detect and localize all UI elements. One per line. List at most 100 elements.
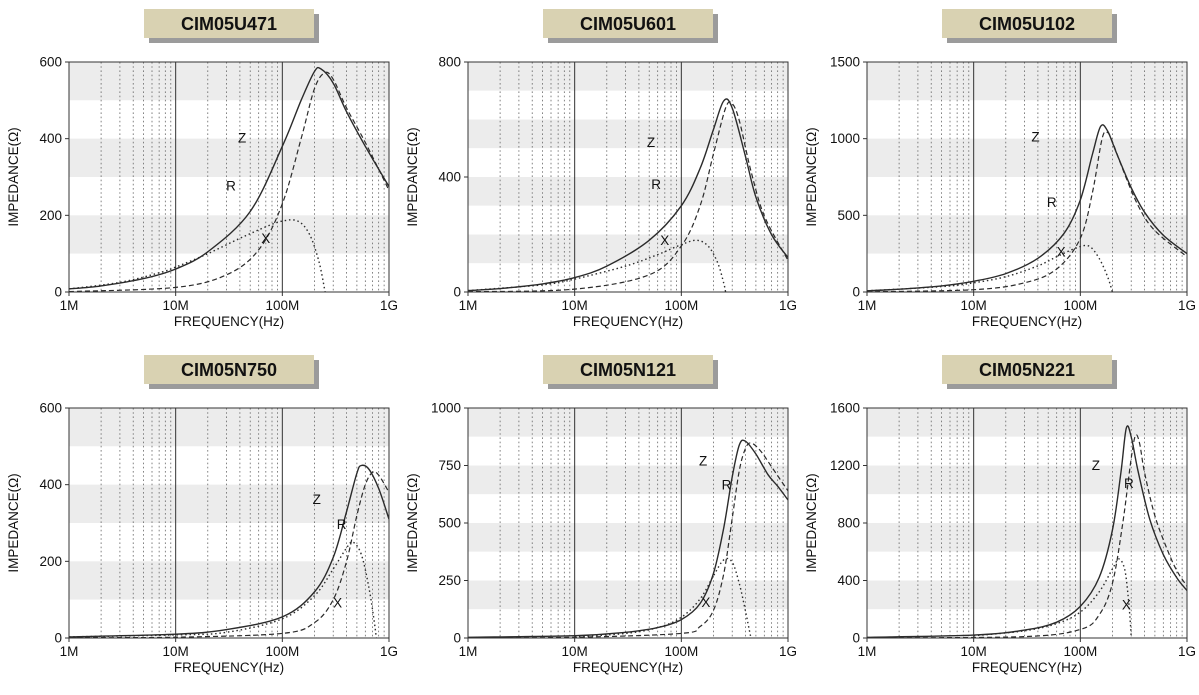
background-bands xyxy=(467,408,788,639)
plot-border xyxy=(68,407,389,639)
band xyxy=(68,446,389,485)
x-tick-label: 1G xyxy=(778,644,796,659)
gridlines xyxy=(499,408,784,639)
y-tick-label: 400 xyxy=(837,573,860,588)
y-tick-label: 500 xyxy=(837,208,860,223)
curve-label-Z: Z xyxy=(1091,458,1099,473)
band xyxy=(68,138,389,177)
curve-R xyxy=(467,442,788,639)
y-axis-label: IMPEDANCE(Ω) xyxy=(405,474,420,573)
band xyxy=(68,484,389,524)
y-axis-label: IMPEDANCE(Ω) xyxy=(804,127,819,226)
band xyxy=(866,138,1187,177)
title-badge xyxy=(542,355,713,385)
x-tick-label: 100M xyxy=(664,298,698,313)
band xyxy=(866,494,1187,524)
y-tick-label: 250 xyxy=(438,573,461,588)
curve-R xyxy=(866,434,1187,639)
band xyxy=(467,119,788,148)
x-tick-label: 100M xyxy=(265,644,299,659)
gridlines xyxy=(499,61,784,292)
band xyxy=(467,205,788,235)
x-tick-label: 100M xyxy=(1063,298,1097,313)
chart-title: CIM05N121 xyxy=(579,360,675,380)
x-tick-label: 10M xyxy=(561,644,587,659)
curve-label-R: R xyxy=(1046,195,1056,210)
impedance-chart: ZR X CIM05N121 0 250 500 750 1000 1M 10M 100M 1G IMP… xyxy=(405,355,797,675)
curve-label-Z: Z xyxy=(646,135,654,150)
chart-cell: Z R X CIM05U102 0 500 1000 1500 1M 10M 100M 1G IMPED… xyxy=(799,1,1198,348)
y-tick-label: 600 xyxy=(39,54,62,69)
band xyxy=(866,609,1187,639)
y-tick-label: 1200 xyxy=(829,458,859,473)
x-tick-label: 1M xyxy=(59,644,78,659)
title-badge xyxy=(941,8,1112,38)
curve-label-Z: Z xyxy=(238,130,246,145)
band xyxy=(467,437,788,466)
curve-label-X: X xyxy=(1121,598,1130,613)
y-tick-label: 400 xyxy=(438,169,461,184)
band xyxy=(68,61,389,101)
band xyxy=(866,437,1187,466)
curve-label-X: X xyxy=(1056,244,1065,259)
chart-cell: Z R X CIM05N121 0 250 500 750 1000 1M 10M 100M 1G IMP… xyxy=(400,348,799,695)
x-tick-label: 1G xyxy=(778,298,796,313)
gridlines xyxy=(898,408,1183,639)
y-tick-label: 0 xyxy=(852,284,860,299)
x-tick-label: 1G xyxy=(1177,298,1195,313)
y-tick-label: 500 xyxy=(438,516,461,531)
y-axis-label: IMPEDANCE(Ω) xyxy=(804,474,819,573)
y-axis-label: IMPEDANCE(Ω) xyxy=(405,127,420,226)
impedance-chart: Z R X CIM05N221 0 400 800 1200 1600 1M 10M 100M 1G IM… xyxy=(804,355,1196,675)
band xyxy=(467,494,788,524)
curve-R xyxy=(866,130,1187,292)
curve-Z xyxy=(866,425,1187,639)
chart-cell: Z R X CIM05U471 0 200 400 600 1M 10M 100M 1G IMPEDAN… xyxy=(1,1,400,348)
x-tick-label: 1G xyxy=(379,298,397,313)
band xyxy=(467,552,788,581)
title-badge xyxy=(542,8,713,38)
y-tick-label: 800 xyxy=(438,54,461,69)
y-tick-label: 1500 xyxy=(829,54,859,69)
band xyxy=(467,148,788,177)
curve-Z xyxy=(467,98,788,292)
curve-label-X: X xyxy=(701,595,710,610)
curve-label-Z: Z xyxy=(698,454,706,469)
y-tick-label: 0 xyxy=(453,284,461,299)
x-tick-label: 10M xyxy=(162,644,188,659)
curve-label-Z: Z xyxy=(312,492,320,507)
y-tick-label: 200 xyxy=(39,554,62,569)
plot-border xyxy=(68,61,389,293)
y-tick-label: 800 xyxy=(837,516,860,531)
title-badge xyxy=(143,355,314,385)
y-tick-label: 400 xyxy=(39,131,62,146)
y-tick-label: 400 xyxy=(39,477,62,492)
curve-label-R: R xyxy=(226,178,236,193)
x-axis-label: FREQUENCY(Hz) xyxy=(971,660,1081,675)
band xyxy=(467,263,788,292)
background-bands xyxy=(68,61,389,292)
background-bands xyxy=(68,408,389,639)
chart-cell: Z R X CIM05N221 0 400 800 1200 1600 1M 10M 100M 1G IM… xyxy=(799,348,1198,695)
title-badge xyxy=(941,355,1112,385)
curve-R xyxy=(68,71,389,292)
y-tick-label: 0 xyxy=(852,631,860,646)
band xyxy=(467,580,788,610)
x-tick-label: 1M xyxy=(458,298,477,313)
band xyxy=(467,408,788,437)
band xyxy=(866,176,1187,216)
curve-label-R: R xyxy=(336,517,346,532)
band xyxy=(68,176,389,216)
chart-cell: Z R X CIM05U601 0 400 800 1M 10M 100M 1G IMPEDANCE(… xyxy=(400,1,799,348)
curve-X xyxy=(467,239,726,292)
x-axis-label: FREQUENCY(Hz) xyxy=(173,660,283,675)
band xyxy=(467,176,788,206)
band xyxy=(866,552,1187,581)
curve-R xyxy=(68,471,389,639)
impedance-chart: Z R X CIM05N750 0 200 400 600 1M 10M 100M 1G IMPEDAN… xyxy=(6,355,398,675)
x-tick-label: 10M xyxy=(960,644,986,659)
curve-label-X: X xyxy=(261,231,270,246)
chart-cell: Z R X CIM05N750 0 200 400 600 1M 10M 100M 1G IMPEDAN… xyxy=(1,348,400,695)
band xyxy=(866,215,1187,254)
